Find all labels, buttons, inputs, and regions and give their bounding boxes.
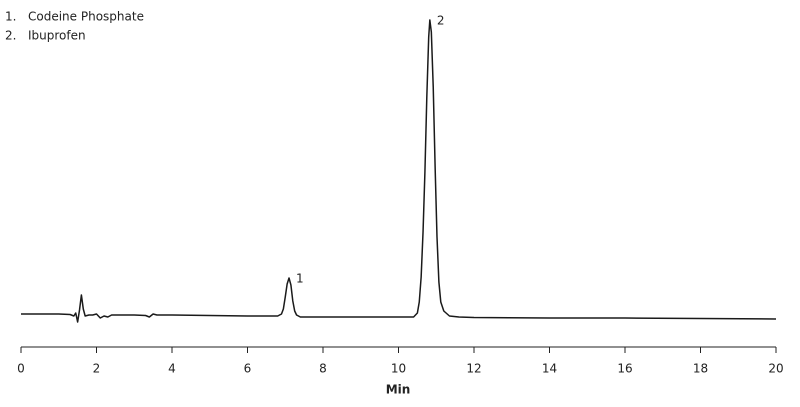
x-tick-label: 14: [542, 362, 557, 376]
x-tick-label: 12: [466, 362, 481, 376]
x-tick-label: 0: [17, 362, 25, 376]
x-tick-label: 18: [693, 362, 708, 376]
x-tick-label: 4: [168, 362, 176, 376]
x-tick-label: 2: [93, 362, 101, 376]
chromatogram-line: [21, 19, 777, 323]
legend-number: 1.: [5, 10, 16, 24]
x-tick-label: 6: [244, 362, 252, 376]
legend-name: Ibuprofen: [28, 29, 86, 43]
legend-name: Codeine Phosphate: [28, 10, 144, 24]
x-tick-label: 10: [391, 362, 406, 376]
x-tick-label: 8: [319, 362, 327, 376]
x-axis-label: Min: [386, 383, 411, 397]
peak-label: 2: [437, 14, 445, 28]
x-tick-label: 20: [768, 362, 783, 376]
legend-number: 2.: [5, 29, 16, 43]
x-tick-label: 16: [617, 362, 632, 376]
peak-label: 1: [296, 272, 304, 286]
